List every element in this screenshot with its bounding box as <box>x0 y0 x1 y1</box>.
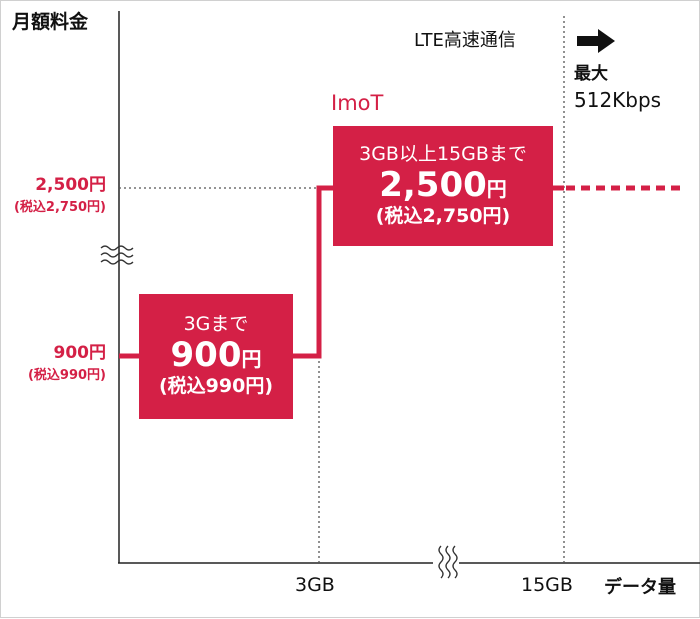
max-speed-value: 512Kbps <box>574 88 662 112</box>
x-axis-title: データ量 <box>604 577 676 598</box>
tier-box-15gb: 3GB以上15GBまで 2,500円 (税込2,750円) <box>333 126 553 246</box>
y-tick-label-2500: 2,500円 <box>35 175 106 195</box>
y-tick-label-900: 900円 <box>53 343 107 363</box>
tier-price-3gb: 900円 <box>170 335 262 375</box>
tier-price-15gb: 2,500円 <box>379 164 507 205</box>
y-axis-title: 月額料金 <box>12 11 89 33</box>
tier-box-3gb: 3Gまで 900円 (税込990円) <box>139 294 293 419</box>
y-tick-sublabel-900: (税込990円) <box>27 368 106 383</box>
tier-tax-15gb: (税込2,750円) <box>375 204 511 227</box>
tier-range-15gb: 3GB以上15GBまで <box>359 142 527 165</box>
right-arrow-icon <box>577 29 615 53</box>
y-tick-sublabel-2500: (税込2,750円) <box>13 200 106 215</box>
tier-tax-3gb: (税込990円) <box>158 375 274 398</box>
x-tick-label-3gb: 3GB <box>295 574 335 596</box>
lte-label: LTE高速通信 <box>414 30 516 51</box>
max-speed-label: 最大 <box>574 64 608 84</box>
tier-range-3gb: 3Gまで <box>183 313 249 336</box>
x-tick-label-15gb: 15GB <box>521 574 573 596</box>
series-label-imot: ImoT <box>331 91 384 115</box>
y-axis-break <box>100 245 134 265</box>
x-axis-break <box>433 541 459 581</box>
